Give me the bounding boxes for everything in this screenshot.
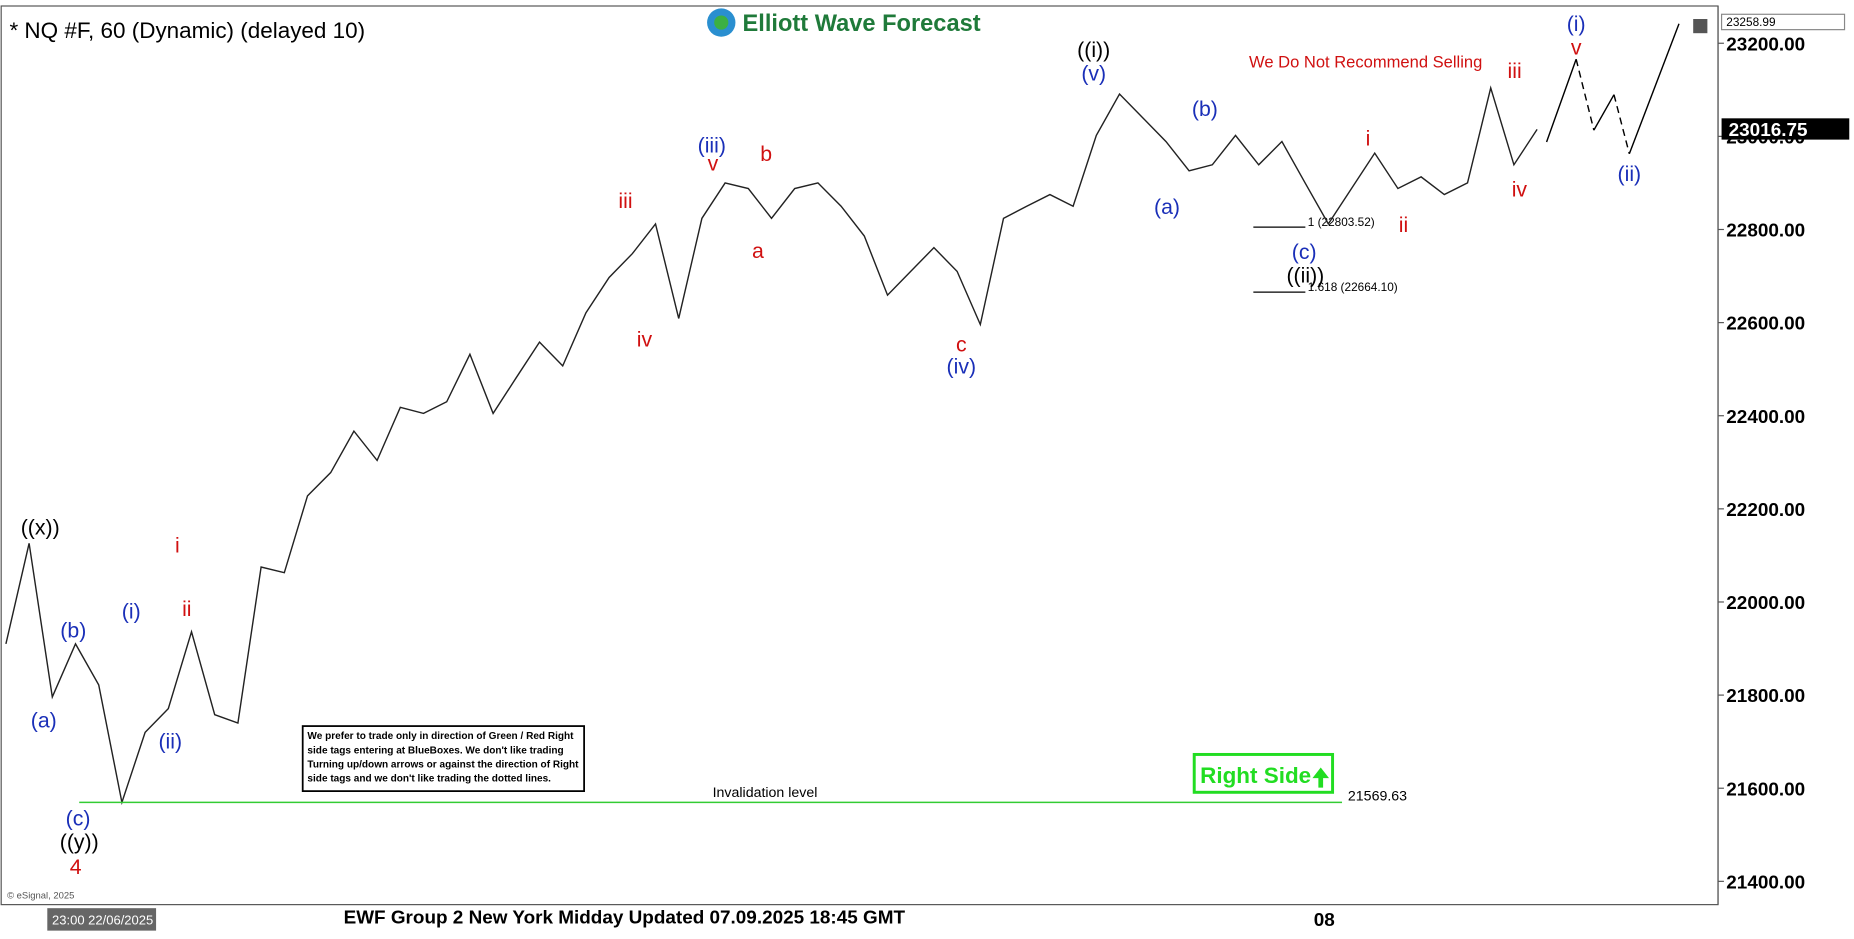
projection [1628, 23, 1680, 155]
fib-label: 1.618 (22664.10) [1308, 280, 1398, 294]
warning: We Do Not Recommend Selling [1249, 52, 1482, 71]
wave-label: iii [1508, 59, 1522, 83]
chart-title: * NQ #F, 60 (Dynamic) (delayed 10) [9, 18, 365, 43]
current-price: 23016.75 [1729, 120, 1808, 141]
y-tick-label: 21600.00 [1726, 779, 1805, 800]
y-tick-label: 21400.00 [1726, 872, 1805, 893]
wave-label: i [175, 533, 180, 557]
y-tick-label: 22600.00 [1726, 314, 1805, 335]
fib-label: 1 (22803.52) [1308, 215, 1375, 229]
projection [1613, 94, 1631, 154]
copyright: © eSignal, 2025 [7, 891, 74, 902]
y-tick-label: 22200.00 [1726, 500, 1805, 521]
wave-label: ii [182, 597, 191, 621]
wave-label: b [760, 142, 772, 166]
invalidation-label: Invalidation level [713, 785, 818, 801]
logo-icon [714, 15, 729, 30]
logo-text: Elliott Wave Forecast [743, 11, 981, 37]
wave-label: ((x)) [21, 516, 60, 540]
wave-label: ((y)) [60, 830, 99, 854]
up-arrow [1312, 767, 1330, 788]
wave-label: (iii) [698, 134, 726, 158]
footer: EWF Group 2 New York Midday Updated 07.0… [344, 908, 906, 929]
note-line: side tags entering at BlueBoxes. We don'… [307, 745, 563, 756]
note-line: side tags and we don't like trading the … [307, 774, 551, 785]
y-tick-label: 22000.00 [1726, 593, 1805, 614]
y-tick-label: 21800.00 [1726, 686, 1805, 707]
wave-label: i [1366, 127, 1371, 151]
current-price-box [1721, 118, 1850, 140]
right-side-box [1192, 752, 1335, 794]
wave-label: ((ii)) [1286, 264, 1324, 288]
wave-label: iv [1512, 177, 1528, 201]
note-box [301, 725, 585, 792]
wave-label: (ii) [1618, 162, 1642, 186]
wave-label: 4 [70, 855, 82, 879]
wave-label: ((i)) [1077, 38, 1110, 62]
wave-label: (iv) [947, 355, 977, 379]
price-line [5, 85, 1538, 806]
cursor-time: 23:00 22/06/2025 [52, 913, 153, 928]
wave-label: (ii) [158, 730, 182, 754]
wave-label: (v) [1081, 61, 1106, 85]
wave-label: (a) [1154, 195, 1180, 219]
right-side: Right Side [1200, 763, 1311, 788]
wave-label: (b) [1192, 97, 1218, 121]
invalidation-value: 21569.63 [1348, 789, 1407, 805]
note-line: Turning up/down arrows or against the di… [307, 759, 579, 770]
wave-label: c [956, 332, 967, 356]
cursor-time-box [47, 908, 157, 931]
wave-label: (c) [1292, 240, 1317, 264]
projection [1545, 58, 1577, 143]
wave-label: iii [618, 189, 632, 213]
wave-label: v [1571, 35, 1582, 59]
wave-label: ii [1399, 213, 1408, 237]
wave-label: a [752, 239, 764, 263]
top-price-box [1720, 13, 1846, 31]
note-line: We prefer to trade only in direction of … [307, 731, 574, 742]
projection [1593, 94, 1615, 131]
y-tick-label: 22800.00 [1726, 221, 1805, 242]
wave-label: v [708, 151, 719, 175]
y-tick-label: 22400.00 [1726, 407, 1805, 428]
wave-label: (i) [1567, 12, 1586, 36]
wave-label: (i) [122, 599, 141, 623]
wave-label: (c) [66, 806, 91, 830]
wave-label: (b) [60, 618, 86, 642]
top-price: 23258.99 [1726, 15, 1776, 29]
x-tick-label: 08 [1314, 910, 1335, 931]
y-tick-label: 23200.00 [1726, 34, 1805, 55]
wave-label: (a) [31, 708, 57, 732]
wave-label: iv [637, 328, 653, 352]
projection [1575, 59, 1595, 131]
icon [1693, 19, 1708, 34]
